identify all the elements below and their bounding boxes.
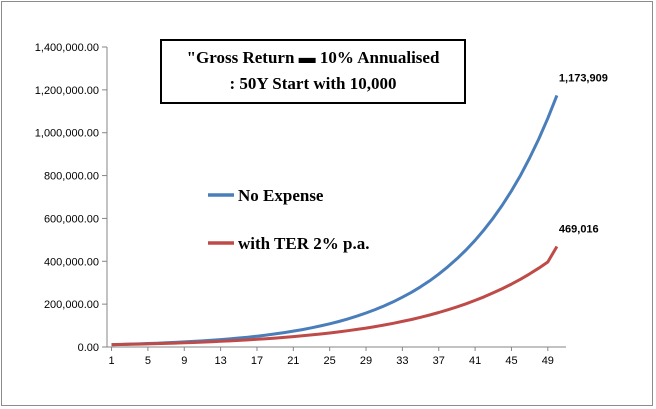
y-tick-label: 200,000.00	[44, 299, 99, 311]
x-tick-label: 33	[396, 355, 408, 367]
x-tick-label: 49	[542, 355, 554, 367]
y-tick-label: 800,000.00	[44, 171, 99, 183]
series-end-label-2: 469,016	[559, 223, 599, 235]
x-axis-ticks: 1 5 9 13 17 21 25 29 33 37 41 45 49	[108, 347, 554, 367]
series-lines	[111, 94, 559, 347]
chart-title-line-2: : 50Y Start with 10,000	[229, 74, 397, 93]
legend-label-1: No Expense	[238, 186, 324, 205]
y-tick-label: 1,200,000.00	[35, 85, 99, 97]
x-tick-label: 21	[287, 355, 299, 367]
y-tick-label: 1,000,000.00	[35, 128, 99, 140]
chart-title-box: "Gross Return ▬ 10% Annualised : 50Y Sta…	[160, 39, 466, 104]
y-tick-label: 600,000.00	[44, 213, 99, 225]
series-line-2	[111, 245, 559, 347]
series-line-1	[111, 94, 559, 347]
x-tick-label: 5	[145, 355, 151, 367]
y-tick-label: 400,000.00	[44, 256, 99, 268]
x-tick-label: 1	[108, 355, 114, 367]
chart-axes	[106, 47, 566, 348]
x-tick-label: 17	[251, 355, 263, 367]
chart-legend: No Expense with TER 2% p.a.	[208, 186, 369, 253]
legend-label-2: with TER 2% p.a.	[238, 234, 369, 253]
x-tick-label: 41	[469, 355, 481, 367]
x-tick-label: 45	[505, 355, 517, 367]
x-tick-label: 37	[433, 355, 445, 367]
y-tick-label: 0.00	[78, 342, 99, 354]
x-tick-label: 29	[360, 355, 372, 367]
series-end-label-1: 1,173,909	[559, 72, 608, 84]
chart-title-line-1: "Gross Return ▬ 10% Annualised	[186, 48, 440, 67]
y-axis-ticks: 0.00 200,000.00 400,000.00 600,000.00 800,00…	[35, 42, 107, 354]
x-tick-label: 13	[214, 355, 226, 367]
y-tick-label: 1,400,000.00	[35, 42, 99, 54]
x-tick-label: 9	[181, 355, 187, 367]
series-end-labels: 1,173,909 469,016	[559, 72, 608, 235]
x-tick-label: 25	[324, 355, 336, 367]
